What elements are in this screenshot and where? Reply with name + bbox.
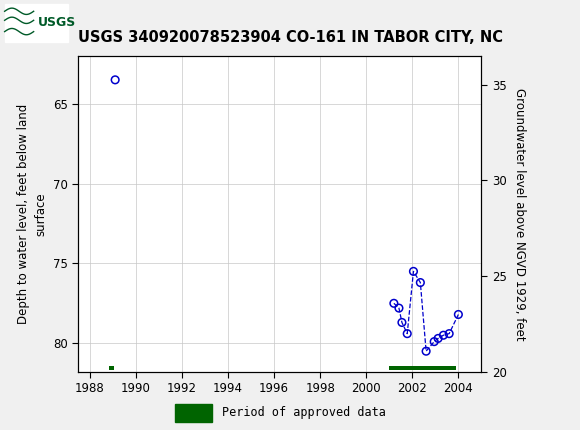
Point (397, 319, 407, 326)
Point (409, 268, 418, 275)
Point (454, 311, 463, 318)
Text: Period of approved data: Period of approved data (222, 406, 386, 419)
Point (444, 330, 454, 337)
Bar (389, 366, 456, 370)
Bar (110, 366, 114, 370)
Y-axis label: Groundwater level above NGVD 1929, feet: Groundwater level above NGVD 1929, feet (513, 88, 526, 340)
Point (389, 300, 398, 307)
FancyBboxPatch shape (5, 3, 68, 42)
Point (416, 279, 425, 286)
Y-axis label: Depth to water level, feet below land
surface: Depth to water level, feet below land su… (17, 104, 48, 324)
Point (403, 330, 412, 337)
Point (438, 332, 448, 339)
Point (433, 335, 443, 342)
Point (430, 338, 439, 345)
Point (111, 77, 120, 83)
Text: USGS 340920078523904 CO-161 IN TABOR CITY, NC: USGS 340920078523904 CO-161 IN TABOR CIT… (78, 30, 502, 45)
Bar (175, 404, 212, 422)
Text: USGS: USGS (38, 16, 76, 29)
Point (394, 305, 404, 312)
Point (422, 348, 431, 355)
